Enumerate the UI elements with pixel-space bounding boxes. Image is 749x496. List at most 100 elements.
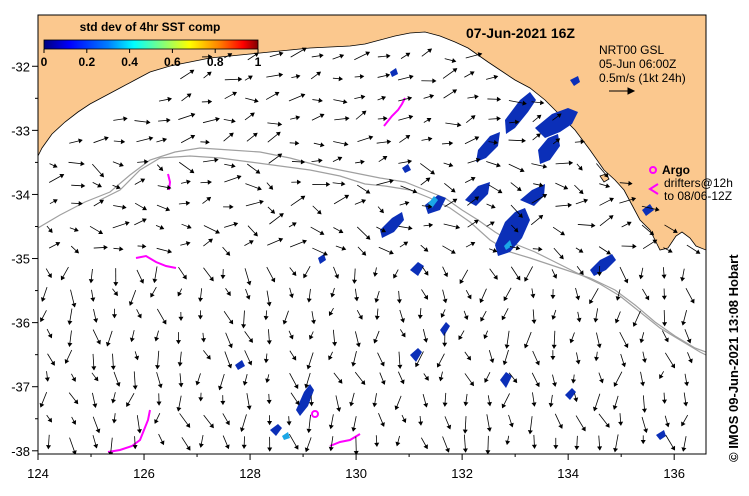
current-arrow xyxy=(640,371,645,387)
current-arrow xyxy=(203,225,220,234)
current-arrow xyxy=(126,392,135,407)
current-arrow xyxy=(357,135,374,143)
current-arrow xyxy=(267,237,284,246)
current-arrow xyxy=(619,331,629,349)
current-arrow xyxy=(312,97,323,103)
current-arrow xyxy=(577,222,596,228)
current-arrow xyxy=(269,51,284,58)
current-arrow xyxy=(150,286,157,298)
current-arrow xyxy=(156,164,164,172)
current-arrow xyxy=(527,416,533,435)
current-arrow xyxy=(574,139,585,145)
current-arrow xyxy=(485,435,491,454)
current-arrow xyxy=(508,414,514,428)
current-arrow xyxy=(420,437,428,450)
current-arrow xyxy=(598,413,610,428)
current-arrow xyxy=(111,392,116,404)
map-title: 07-Jun-2021 16Z xyxy=(466,25,575,41)
current-arrow xyxy=(486,395,492,407)
current-arrow xyxy=(134,178,146,185)
current-arrow xyxy=(71,373,76,382)
current-arrow xyxy=(156,137,168,143)
argo-legend-title: Argo xyxy=(662,163,690,177)
current-arrow xyxy=(333,372,343,384)
current-arrow xyxy=(399,200,410,206)
current-arrow xyxy=(244,112,255,121)
current-arrow xyxy=(641,416,648,434)
current-arrow xyxy=(550,289,556,300)
current-arrow xyxy=(398,225,413,231)
current-arrow xyxy=(195,373,201,386)
current-arrow xyxy=(530,214,544,226)
x-tick-label: 130 xyxy=(345,466,367,481)
current-arrow xyxy=(463,393,469,407)
current-arrow xyxy=(354,74,365,80)
current-arrow xyxy=(223,132,234,142)
current-arrow xyxy=(508,372,518,384)
current-arrow xyxy=(665,434,676,451)
current-legend: NRT00 GSL 05-Jun 06:00Z 0.5m/s (1kt 24h) xyxy=(599,43,686,95)
current-arrow xyxy=(355,110,367,120)
current-arrow xyxy=(239,414,247,432)
current-arrow xyxy=(308,331,314,340)
current-arrow xyxy=(550,350,556,361)
current-arrow xyxy=(134,119,151,125)
current-arrow xyxy=(92,182,102,188)
current-arrow xyxy=(551,330,557,349)
current-arrow xyxy=(619,180,633,186)
current-arrow xyxy=(398,159,413,165)
current-arrow xyxy=(372,267,378,277)
current-arrow xyxy=(599,197,615,206)
current-arrow xyxy=(400,329,406,338)
current-arrow xyxy=(112,184,121,190)
current-arrow xyxy=(310,226,325,235)
current-arrow xyxy=(288,287,294,299)
current-arrow xyxy=(92,163,105,178)
current-arrow xyxy=(310,311,316,325)
current-arrow xyxy=(93,199,105,207)
current-arrow xyxy=(105,330,113,347)
current-legend-scale: 0.5m/s (1kt 24h) xyxy=(599,71,686,85)
current-arrow xyxy=(268,153,283,164)
current-arrow xyxy=(486,161,501,168)
current-arrow xyxy=(442,289,448,304)
current-arrow xyxy=(576,163,583,171)
current-arrow xyxy=(353,436,359,454)
current-arrow xyxy=(614,311,621,324)
current-arrow xyxy=(443,89,458,99)
y-axis: -32 -33 -34 -35 -36 -37 -38 xyxy=(11,59,38,459)
current-arrow xyxy=(266,393,272,405)
current-arrow xyxy=(46,225,53,233)
y-tick-label: -34 xyxy=(11,187,30,202)
current-arrow xyxy=(266,182,274,190)
current-arrow xyxy=(467,157,481,164)
current-arrow xyxy=(621,243,637,249)
colorbar-tick-label: 0.2 xyxy=(78,55,95,69)
current-arrow xyxy=(311,53,324,59)
current-arrow xyxy=(69,138,83,144)
current-arrow xyxy=(245,97,259,104)
current-arrow xyxy=(553,437,559,450)
current-arrow xyxy=(377,352,385,367)
current-arrow xyxy=(356,226,371,240)
current-arrow xyxy=(333,99,348,105)
current-arrow xyxy=(442,68,458,79)
current-arrow xyxy=(532,114,542,123)
current-arrow xyxy=(552,226,565,236)
current-arrow xyxy=(136,309,142,319)
current-arrow xyxy=(224,91,238,100)
current-arrow xyxy=(462,416,468,434)
current-arrow xyxy=(136,415,142,434)
current-arrow xyxy=(179,413,191,428)
current-arrow xyxy=(203,238,213,247)
current-arrow xyxy=(442,245,456,254)
current-arrow xyxy=(333,194,350,205)
current-arrow xyxy=(222,413,230,426)
current-arrow xyxy=(641,351,647,364)
argo-symbol xyxy=(649,166,657,174)
current-arrow xyxy=(486,74,499,80)
current-arrow xyxy=(576,311,582,323)
current-arrow xyxy=(399,134,411,143)
current-arrow xyxy=(220,395,226,406)
current-arrow xyxy=(423,94,435,99)
